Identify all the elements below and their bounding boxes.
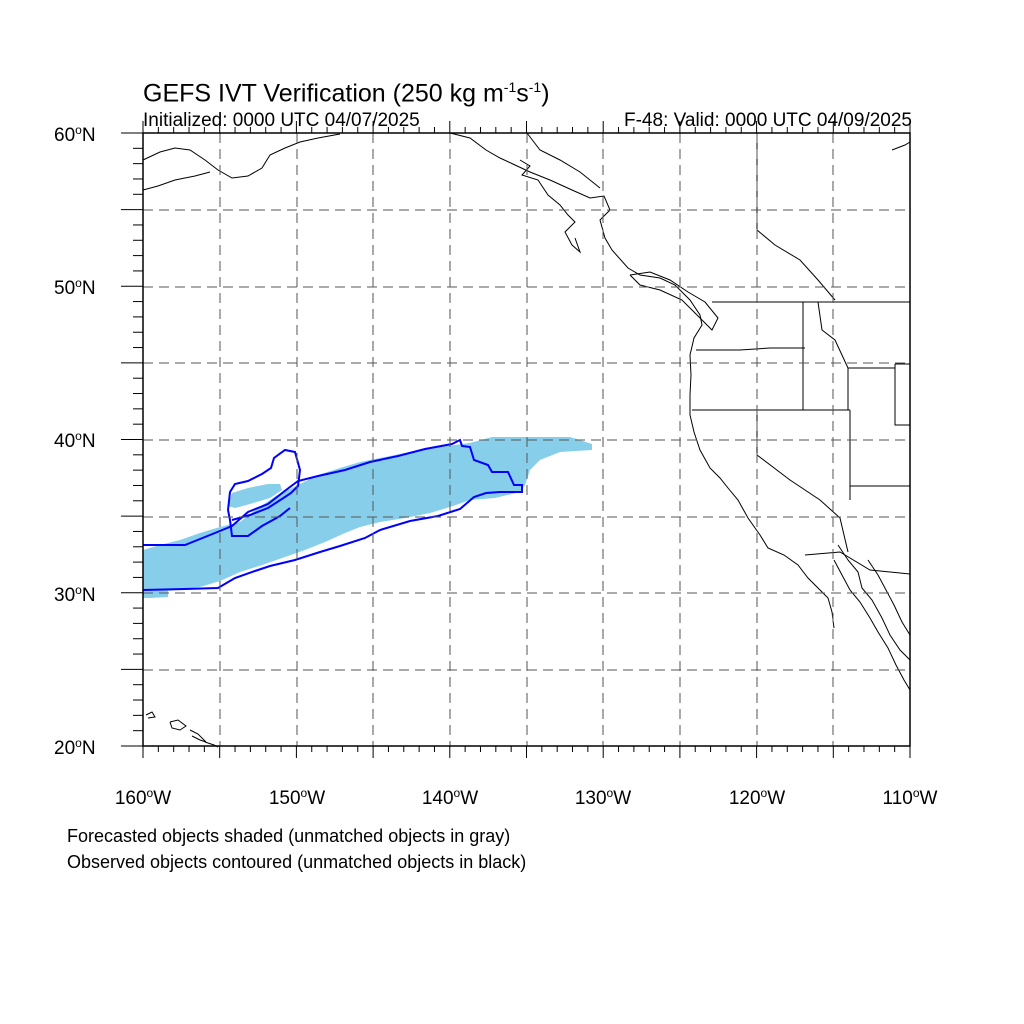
aleutian-lower (142, 171, 211, 191)
lat-label-40n: 40oN (54, 429, 96, 452)
az-mex-border (804, 551, 911, 575)
alaska-bc-border (526, 132, 601, 189)
political-borders (526, 132, 911, 575)
lon-label-110w: 110oW (882, 786, 938, 809)
id-mt-border (817, 301, 849, 410)
wy-east (894, 363, 911, 426)
baja-coast (833, 559, 911, 691)
bc-alberta-border (756, 133, 836, 301)
lat-lon-grid (143, 133, 910, 746)
lon-label-120w: 120oW (728, 786, 786, 809)
lat-label-60n: 60oN (54, 123, 96, 146)
vancouver-island (629, 271, 719, 331)
baja-east (837, 544, 911, 661)
alaska-islands (519, 159, 582, 254)
forecast-object-north (228, 484, 282, 508)
plot-title: GEFS IVT Verification (250 kg m-1s-1) (143, 79, 550, 108)
forecast-note: Forecasted objects shaded (unmatched obj… (67, 826, 511, 846)
aleutian-coast (142, 133, 341, 179)
observed-note: Observed objects contoured (unmatched ob… (67, 852, 527, 872)
lon-label-150w: 150oW (268, 786, 326, 809)
alaska-coast (449, 132, 835, 629)
init-time-label: Initialized: 0000 UTC 04/07/2025 (143, 110, 420, 131)
lat-label-30n: 30oN (54, 583, 96, 606)
hawaii-islands (145, 711, 156, 719)
northeast-coast (891, 141, 911, 151)
forecast-objects (143, 437, 592, 598)
ca-nv-border (756, 410, 841, 519)
mainland-mexico (867, 559, 911, 636)
observed-contour-main (142, 438, 523, 591)
forecast-object-tail (143, 590, 168, 598)
wa-or-border (696, 347, 805, 351)
ca-az-river (839, 517, 849, 553)
lat-label-50n: 50oN (54, 276, 96, 299)
observed-contour-inner (226, 448, 302, 537)
hawaii-big (169, 719, 187, 731)
lon-label-160w: 160oW (114, 786, 172, 809)
observed-objects (142, 438, 523, 591)
hawaii-east (189, 729, 207, 743)
forecast-object-main (143, 437, 592, 592)
valid-time-label: F-48: Valid: 0000 UTC 04/09/2025 (624, 110, 912, 131)
lat-label-20n: 20oN (54, 736, 96, 759)
lon-label-130w: 130oW (574, 786, 632, 809)
lon-label-140w: 140oW (421, 786, 479, 809)
axis-ticks (121, 121, 911, 758)
